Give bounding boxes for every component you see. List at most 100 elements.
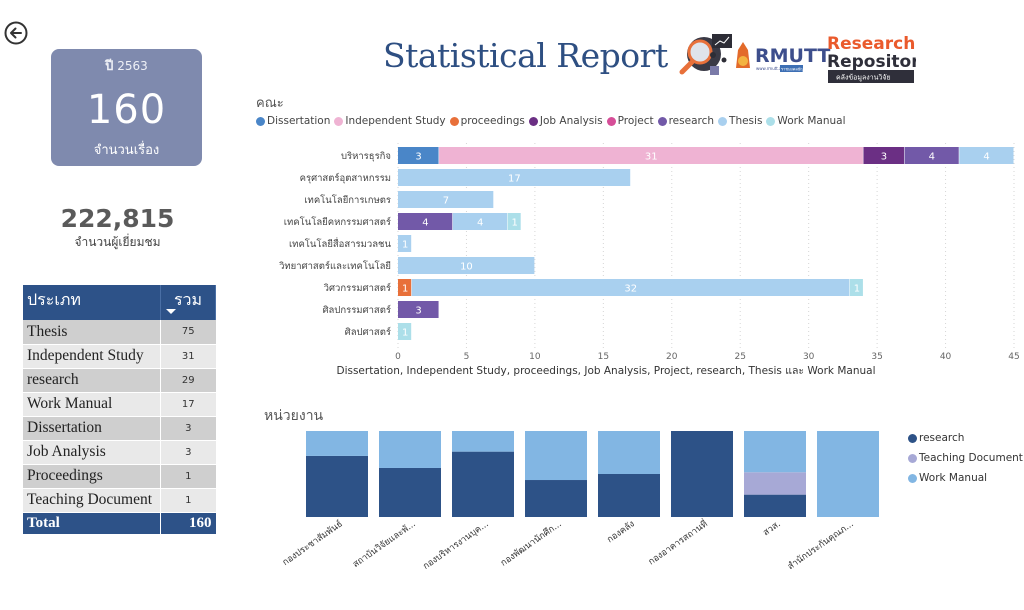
table-row[interactable]: research 29	[23, 368, 216, 393]
y-category-label: วิทยาศาสตร์และเทคโนโลยี	[278, 260, 391, 272]
legend-label: Project	[617, 115, 654, 127]
bar-segment[interactable]	[744, 494, 806, 517]
legend-item[interactable]: Independent Study	[334, 115, 446, 127]
bar-segment[interactable]	[817, 431, 879, 517]
bar-segment[interactable]	[398, 323, 412, 340]
table-row[interactable]: Job Analysis 3	[23, 440, 216, 465]
bar-segment[interactable]	[744, 431, 806, 473]
column-header-total[interactable]: รวม	[160, 285, 216, 320]
legend-dot-icon	[718, 116, 728, 126]
bar-data-label: 4	[929, 152, 935, 163]
bar-segment[interactable]	[507, 213, 521, 230]
bar-data-label: 3	[415, 152, 421, 163]
legend-item[interactable]: Job Analysis	[528, 115, 603, 127]
type-total: 1	[160, 488, 216, 513]
page-title: Statistical Report	[383, 36, 668, 75]
x-category-label: กองบริหารงานบุค...	[421, 518, 491, 571]
visitor-caption: จำนวนผู้เยี่ยมชม	[74, 235, 161, 249]
type-name: research	[23, 368, 161, 393]
table-total-row: Total 160	[23, 512, 216, 535]
bar-segment[interactable]	[398, 279, 412, 296]
faculty-bar-chart: 0 5 10 15 20 25 30 35 40 45 Dissertation, Independ…	[278, 143, 1020, 377]
x-category-label: สวส.	[761, 519, 782, 538]
bar-segment[interactable]	[398, 213, 453, 230]
legend-item[interactable]: Work Manual	[908, 468, 1023, 488]
table-row[interactable]: Teaching Document 1	[23, 488, 216, 513]
y-category-label: ครุศาสตร์อุตสาหกรรม	[300, 172, 391, 184]
department-chart-title: หน่วยงาน	[264, 408, 324, 424]
back-button[interactable]	[4, 21, 28, 45]
legend-dot-icon	[606, 116, 616, 126]
bar-segment[interactable]	[439, 147, 863, 164]
legend-item[interactable]: Dissertation	[256, 115, 330, 127]
bar-segment[interactable]	[744, 472, 806, 495]
x-category-label: สำนักประกันคุณภ...	[785, 518, 855, 572]
legend-item[interactable]: research	[908, 428, 1023, 448]
legend-dot-icon	[528, 116, 538, 126]
type-total: 3	[160, 440, 216, 465]
bar-segment[interactable]	[959, 147, 1014, 164]
faculty-chart-title: คณะ	[256, 96, 284, 111]
bar-segment[interactable]	[849, 279, 863, 296]
bar-segment[interactable]	[452, 431, 514, 452]
logo-org: RMUTT	[755, 45, 830, 67]
bar-segment[interactable]	[398, 147, 439, 164]
table-row[interactable]: Proceedings 1	[23, 464, 216, 489]
bar-segment[interactable]	[452, 213, 508, 230]
bar-segment[interactable]	[671, 431, 733, 517]
legend-item[interactable]: proceedings	[449, 115, 525, 127]
bar-data-label: 17	[508, 174, 521, 185]
legend-dot-icon	[449, 116, 459, 126]
legend-label: Job Analysis	[539, 115, 603, 127]
bar-segment[interactable]	[398, 257, 535, 274]
bar-data-label: 10	[460, 262, 473, 273]
legend-dot-icon	[334, 116, 344, 126]
bar-segment[interactable]	[452, 451, 514, 517]
column-header-type[interactable]: ประเภท	[23, 285, 161, 320]
bar-segment[interactable]	[379, 431, 441, 468]
year-label: ปี 2563	[105, 59, 148, 74]
bar-segment[interactable]	[411, 279, 850, 296]
legend-item[interactable]: Teaching Document	[908, 448, 1023, 468]
x-tick-label: 5	[464, 352, 470, 362]
legend-dot-icon	[657, 116, 667, 126]
y-category-label: ศิลปกรรมศาสตร์	[322, 304, 391, 316]
bar-segment[interactable]	[598, 431, 660, 474]
bar-segment[interactable]	[398, 191, 494, 208]
bar-segment[interactable]	[398, 169, 631, 186]
table-row[interactable]: Thesis 75	[23, 320, 216, 345]
table-row[interactable]: Work Manual 17	[23, 392, 216, 417]
bar-segment[interactable]	[398, 301, 439, 318]
legend-dot-icon	[256, 116, 265, 126]
bar-data-label: 7	[443, 196, 449, 207]
legend-item[interactable]: Work Manual	[766, 115, 846, 127]
legend-item[interactable]: research	[657, 115, 714, 127]
legend-item[interactable]: Thesis	[718, 115, 762, 127]
visitor-stat: 222,815 จำนวนผู้เยี่ยมชม	[40, 204, 195, 252]
table-row[interactable]: Dissertation 3	[23, 416, 216, 441]
bar-data-label: 4	[422, 218, 428, 229]
bar-segment[interactable]	[525, 480, 587, 517]
bar-segment[interactable]	[398, 235, 412, 252]
legend-label: Thesis	[729, 115, 763, 127]
y-category-label: วิศวกรรมศาสตร์	[323, 282, 391, 294]
bar-data-label: 4	[983, 152, 989, 163]
bar-segment[interactable]	[306, 455, 368, 517]
bar-segment[interactable]	[525, 431, 587, 481]
bar-segment[interactable]	[306, 431, 368, 456]
document-count-caption: จำนวนเรื่อง	[93, 143, 160, 158]
visitor-count: 222,815	[60, 204, 175, 233]
x-tick-label: 10	[529, 352, 541, 362]
bar-segment[interactable]	[904, 147, 959, 164]
logo-line1: Research	[827, 34, 915, 54]
bar-data-label: 1	[402, 284, 408, 295]
type-name: Proceedings	[23, 464, 161, 489]
bar-segment[interactable]	[598, 474, 660, 517]
bar-data-label: 4	[477, 218, 483, 229]
type-total: 75	[160, 320, 216, 345]
table-row[interactable]: Independent Study 31	[23, 344, 216, 369]
bar-segment[interactable]	[379, 467, 441, 517]
type-name: Teaching Document	[23, 488, 161, 513]
bar-segment[interactable]	[863, 147, 904, 164]
legend-item[interactable]: Project	[606, 115, 654, 127]
